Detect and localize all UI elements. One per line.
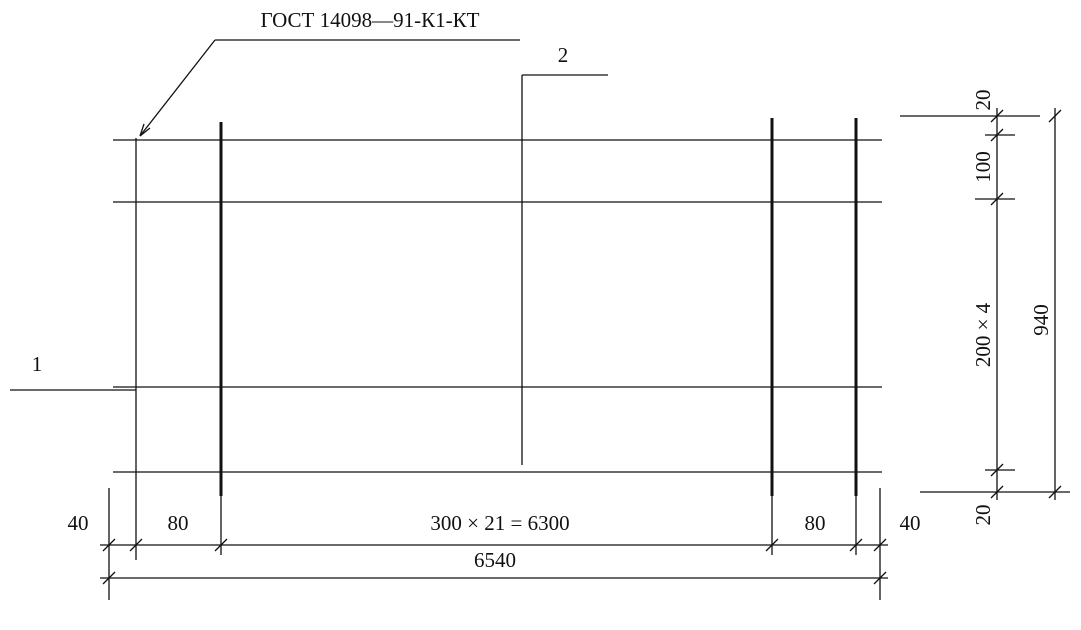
dimension-label: 20 bbox=[971, 90, 995, 111]
bottom-dimensions: 40 80 300 × 21 = 6300 80 40 6540 bbox=[68, 488, 921, 600]
vertical-bars bbox=[135, 75, 858, 560]
dimension-label: 40 bbox=[68, 511, 89, 535]
dimension-label: 20 bbox=[971, 505, 995, 526]
ticks bbox=[990, 109, 1062, 499]
dimension-label: 6540 bbox=[474, 548, 516, 572]
horizontal-bars bbox=[113, 139, 882, 473]
leader bbox=[139, 39, 216, 137]
ticks bbox=[102, 538, 887, 585]
callout: 2 bbox=[558, 43, 569, 67]
dimension-label: 300 × 21 = 6300 bbox=[430, 511, 569, 535]
arrow bbox=[139, 123, 151, 137]
leaders: ГОСТ 14098—91-К1-КТ 2 1 bbox=[10, 8, 608, 391]
dimension-label: 40 bbox=[900, 511, 921, 535]
callout: 1 bbox=[32, 352, 43, 376]
dimension-label: 80 bbox=[168, 511, 189, 535]
gost-label: ГОСТ 14098—91-К1-КТ bbox=[261, 8, 480, 32]
dimension-label: 80 bbox=[805, 511, 826, 535]
dimension-label: 200 × 4 bbox=[971, 302, 995, 367]
dimension-label: 940 bbox=[1029, 304, 1053, 336]
right-dimensions: 20 100 200 × 4 940 20 bbox=[900, 90, 1070, 526]
dimension-label: 100 bbox=[971, 151, 995, 183]
